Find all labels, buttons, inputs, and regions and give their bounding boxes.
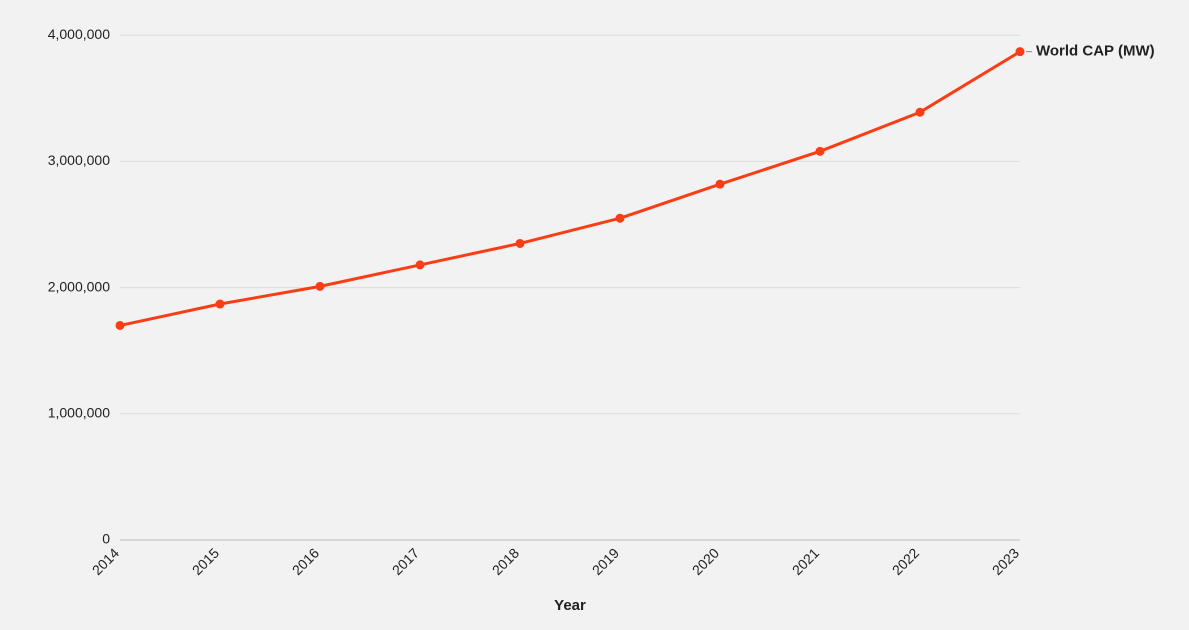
x-tick-label: 2019 [589, 545, 622, 578]
series-line [120, 52, 1020, 326]
x-tick-label: 2023 [989, 545, 1022, 578]
x-tick-label: 2014 [89, 545, 122, 578]
data-point [616, 214, 624, 222]
chart-container: 0 1,000,000 2,000,000 3,000,000 4,000,000 201… [0, 0, 1189, 630]
y-tick-label: 4,000,000 [48, 26, 110, 42]
data-point [816, 147, 824, 155]
x-tick-label: 2018 [489, 545, 522, 578]
data-point [516, 239, 524, 247]
x-tick-label: 2015 [189, 545, 222, 578]
data-point [1016, 48, 1024, 56]
line-chart: 0 1,000,000 2,000,000 3,000,000 4,000,000 201… [0, 0, 1189, 630]
series-label: World CAP (MW) [1036, 43, 1155, 60]
x-tick-label: 2021 [789, 545, 822, 578]
x-axis-title: Year [554, 597, 586, 614]
x-tick-label: 2016 [289, 545, 322, 578]
x-tick-label: 2020 [689, 545, 722, 578]
data-point [916, 108, 924, 116]
data-point [416, 261, 424, 269]
y-tick-label: 3,000,000 [48, 152, 110, 168]
data-point [216, 300, 224, 308]
data-point [316, 282, 324, 290]
data-point [716, 180, 724, 188]
x-tick-label: 2022 [889, 545, 922, 578]
data-point [116, 321, 124, 329]
x-tick-label: 2017 [389, 545, 422, 578]
y-tick-label: 2,000,000 [48, 278, 110, 294]
y-tick-label: 0 [102, 531, 110, 547]
y-tick-label: 1,000,000 [48, 405, 110, 421]
